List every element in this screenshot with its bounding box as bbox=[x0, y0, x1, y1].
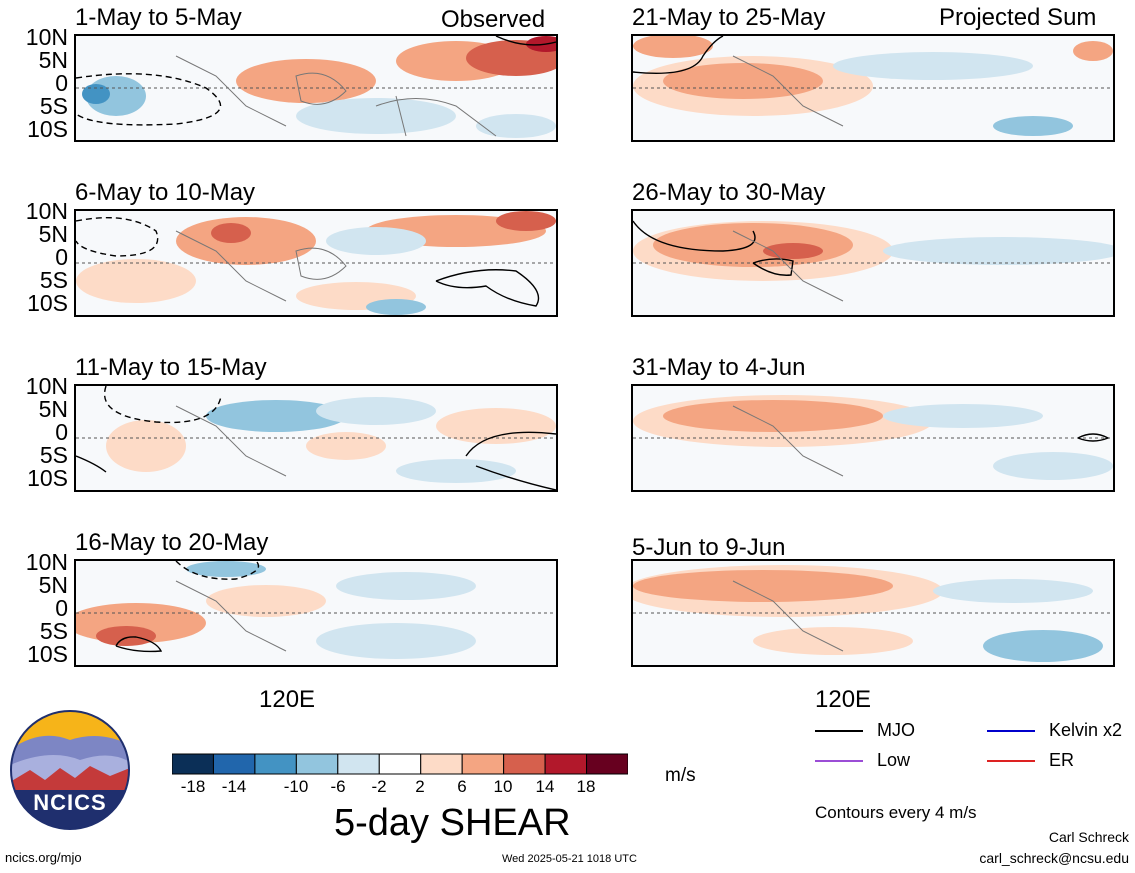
panel-title: 31-May to 4-Jun bbox=[632, 354, 806, 381]
lat-label: 10S bbox=[27, 641, 68, 667]
colorbar-swatch bbox=[461, 753, 505, 775]
panel-title: 6-May to 10-May bbox=[75, 179, 256, 206]
shear-map-panel bbox=[631, 34, 1115, 142]
footer-author: Carl Schreck bbox=[1048, 829, 1129, 845]
lat-label: 10S bbox=[27, 290, 68, 316]
lat-label: 5N bbox=[38, 221, 68, 247]
logo-text: NCICS bbox=[33, 790, 107, 815]
lat-label: 10S bbox=[27, 465, 68, 491]
colorbar-tick: 10 bbox=[493, 777, 513, 796]
legend-item-kelvin: Kelvin x2 bbox=[987, 720, 1122, 741]
panel-title: 26-May to 30-May bbox=[632, 179, 826, 206]
lat-label: 5N bbox=[38, 396, 68, 422]
legend-label: Low bbox=[877, 750, 911, 770]
lat-axis: 10N 5N 0 5S 10S bbox=[12, 26, 68, 141]
colorbar-ticks: -18 -14 -10 -6 -2 2 6 10 14 18 bbox=[172, 777, 628, 801]
lat-axis: 10N 5N 0 5S 10S bbox=[12, 551, 68, 666]
legend-item-mjo: MJO bbox=[815, 720, 915, 741]
lat-label: 10N bbox=[25, 549, 68, 575]
colorbar-swatch bbox=[295, 753, 339, 775]
colorbar-tick: 14 bbox=[535, 777, 555, 796]
shear-map-panel bbox=[631, 559, 1115, 667]
legend-swatch bbox=[815, 729, 863, 732]
projected-sum-label: Projected Sum bbox=[939, 4, 1097, 31]
lat-label: 5N bbox=[38, 47, 68, 73]
panel-title: 16-May to 20-May bbox=[75, 529, 269, 556]
colorbar-swatch bbox=[586, 753, 629, 775]
colorbar-swatch bbox=[544, 753, 588, 775]
colorbar-swatch bbox=[254, 753, 297, 775]
colorbar-swatch bbox=[420, 753, 463, 775]
shear-map-panel bbox=[631, 384, 1115, 492]
lon-label: 120E bbox=[259, 686, 316, 713]
lat-axis: 10N 5N 0 5S 10S bbox=[12, 375, 68, 490]
legend-label: Kelvin x2 bbox=[1049, 720, 1123, 740]
lat-label: 5N bbox=[38, 572, 68, 598]
colorbar-swatch bbox=[503, 753, 546, 775]
footer-timestamp: Wed 2025-05-21 1018 UTC bbox=[502, 853, 637, 865]
colorbar-tick: 2 bbox=[415, 777, 425, 796]
colorbar-swatch bbox=[337, 753, 380, 775]
colorbar-swatch bbox=[212, 753, 256, 775]
colorbar-tick: -14 bbox=[221, 777, 247, 796]
colorbar-swatch bbox=[378, 753, 422, 775]
panel-title: 5-Jun to 9-Jun bbox=[632, 534, 786, 561]
panel-title: 21-May to 25-May bbox=[632, 4, 826, 31]
legend-item-er: ER bbox=[987, 750, 1074, 771]
legend-swatch bbox=[987, 729, 1035, 732]
lat-label: 5S bbox=[39, 618, 68, 644]
lat-label: 5S bbox=[39, 442, 68, 468]
colorbar-tick: -6 bbox=[330, 777, 346, 796]
shear-map-panel bbox=[74, 384, 558, 492]
colorbar-tick: -18 bbox=[180, 777, 206, 796]
contour-note: Contours every 4 m/s bbox=[815, 803, 977, 822]
legend-item-low: Low bbox=[815, 750, 910, 771]
colorbar bbox=[171, 753, 629, 780]
shear-map-panel bbox=[74, 34, 558, 142]
colorbar-tick: -10 bbox=[283, 777, 309, 796]
lon-label: 120E bbox=[815, 686, 872, 713]
figure-title: 5-day SHEAR bbox=[334, 802, 571, 844]
colorbar-units: m/s bbox=[665, 765, 696, 786]
lat-label: 0 bbox=[55, 419, 68, 445]
colorbar-tick: 6 bbox=[457, 777, 467, 796]
lat-label: 5S bbox=[39, 93, 68, 119]
lat-label: 10N bbox=[25, 373, 68, 399]
ncics-logo: NCICS bbox=[10, 710, 130, 830]
shear-map-panel bbox=[74, 209, 558, 317]
observed-label: Observed bbox=[441, 6, 546, 33]
legend-swatch bbox=[815, 759, 863, 762]
legend-swatch bbox=[987, 759, 1035, 762]
lat-label: 5S bbox=[39, 267, 68, 293]
panel-title: 11-May to 15-May bbox=[75, 354, 267, 381]
shear-map-panel bbox=[74, 559, 558, 667]
colorbar-swatch bbox=[171, 753, 214, 775]
lat-label: 10N bbox=[25, 24, 68, 50]
colorbar-tick: 18 bbox=[576, 777, 596, 796]
footer-url[interactable]: ncics.org/mjo bbox=[5, 850, 82, 865]
lat-label: 10S bbox=[27, 116, 68, 142]
lat-label: 10N bbox=[25, 198, 68, 224]
shear-map-panel bbox=[631, 209, 1115, 317]
lat-label: 0 bbox=[55, 595, 68, 621]
legend-label: ER bbox=[1049, 750, 1075, 770]
lat-label: 0 bbox=[55, 70, 68, 96]
panel-title: 1-May to 5-May bbox=[75, 4, 242, 31]
legend-label: MJO bbox=[877, 720, 915, 740]
lat-axis: 10N 5N 0 5S 10S bbox=[12, 200, 68, 315]
colorbar-tick: -2 bbox=[371, 777, 387, 796]
lat-label: 0 bbox=[55, 244, 68, 270]
footer-email[interactable]: carl_schreck@ncsu.edu bbox=[979, 850, 1129, 866]
